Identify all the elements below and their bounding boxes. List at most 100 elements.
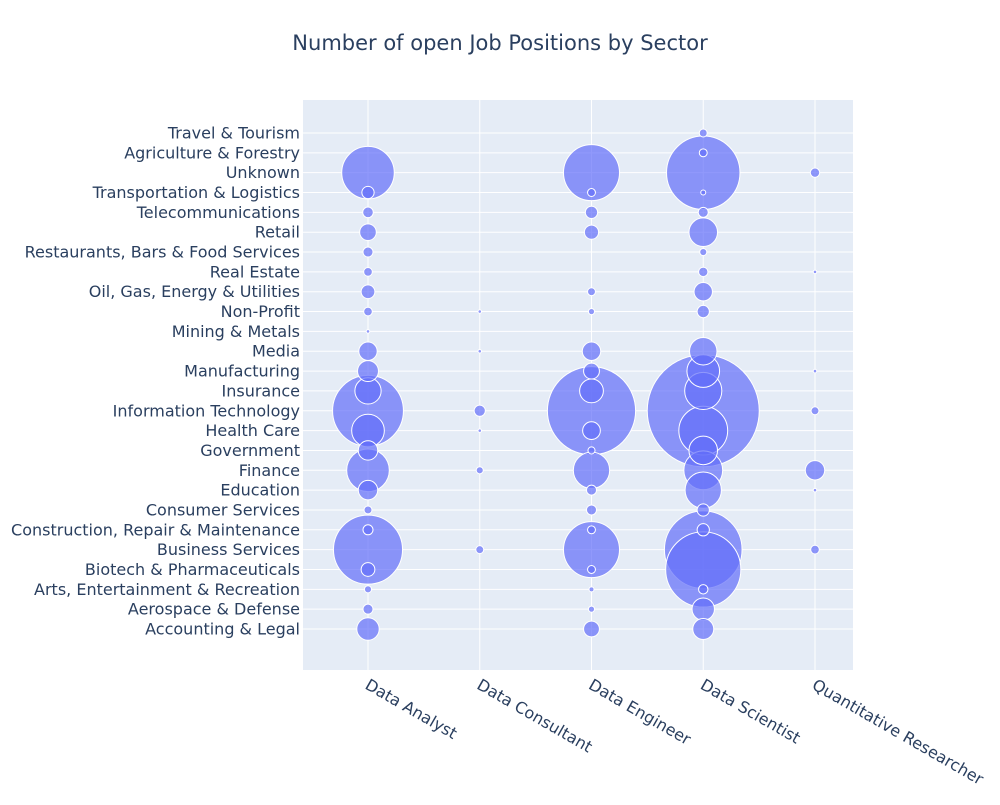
- y-tick-label: Accounting & Legal: [145, 620, 300, 639]
- bubble-point[interactable]: [698, 266, 709, 278]
- bubble-point[interactable]: [698, 148, 708, 158]
- bubble-point[interactable]: [692, 618, 715, 640]
- y-tick-label: Finance: [239, 461, 300, 480]
- bubble-point[interactable]: [583, 362, 600, 380]
- bubble-point[interactable]: [688, 217, 719, 247]
- bubble-point[interactable]: [587, 188, 596, 197]
- y-tick-label: Information Technology: [113, 401, 300, 420]
- chart-title: Number of open Job Positions by Sector: [292, 31, 708, 55]
- bubble-point[interactable]: [588, 586, 595, 593]
- bubble-point[interactable]: [358, 341, 378, 361]
- bubble-point[interactable]: [579, 378, 604, 404]
- y-tick-label: Agriculture & Forestry: [124, 143, 300, 162]
- bubble-point[interactable]: [363, 585, 373, 594]
- bubble-point[interactable]: [362, 603, 374, 615]
- y-tick-label: Biotech & Pharmaceuticals: [85, 560, 300, 579]
- bubble-point[interactable]: [563, 521, 620, 579]
- y-tick-label: Restaurants, Bars & Food Services: [25, 243, 300, 262]
- bubble-point[interactable]: [356, 617, 380, 641]
- bubble-point[interactable]: [359, 223, 377, 242]
- bubble-point[interactable]: [357, 479, 379, 501]
- bubble-point[interactable]: [587, 446, 596, 455]
- bubble-point[interactable]: [691, 597, 715, 621]
- bubble-point[interactable]: [698, 128, 708, 138]
- y-tick-label: Business Services: [157, 540, 300, 559]
- bubble-point[interactable]: [362, 524, 374, 536]
- bubble-point[interactable]: [475, 466, 484, 475]
- bubble-point[interactable]: [804, 460, 826, 481]
- bubble-point[interactable]: [365, 329, 371, 334]
- y-tick-label: Unknown: [226, 163, 300, 182]
- y-tick-label: Oil, Gas, Energy & Utilities: [89, 282, 300, 301]
- bubble-point[interactable]: [587, 307, 596, 316]
- bubble-point[interactable]: [360, 562, 376, 577]
- bubble-point[interactable]: [473, 404, 486, 417]
- bubble-point[interactable]: [810, 406, 820, 416]
- bubble-point[interactable]: [583, 620, 600, 638]
- bubble-point[interactable]: [332, 514, 404, 585]
- bubble-point[interactable]: [809, 167, 821, 178]
- bubble-point[interactable]: [684, 471, 722, 509]
- bubble-point[interactable]: [363, 505, 373, 515]
- bubble-point[interactable]: [696, 304, 710, 319]
- y-tick-label: Consumer Services: [146, 500, 300, 519]
- bubble-point[interactable]: [357, 440, 379, 461]
- bubble-point[interactable]: [583, 224, 600, 240]
- bubble-point[interactable]: [585, 484, 598, 496]
- bubble-point[interactable]: [585, 504, 598, 516]
- bubble-point[interactable]: [363, 306, 373, 317]
- bubble-point[interactable]: [697, 206, 709, 218]
- bubble-point[interactable]: [587, 565, 596, 574]
- bubble-point[interactable]: [581, 341, 602, 361]
- bubble-point[interactable]: [666, 135, 741, 210]
- bubble-point[interactable]: [357, 360, 379, 383]
- bubble-point[interactable]: [689, 337, 718, 366]
- y-tick-label: Insurance: [222, 381, 301, 400]
- bubble-point[interactable]: [665, 531, 742, 608]
- y-tick-label: Retail: [255, 223, 300, 242]
- bubble-point[interactable]: [563, 144, 620, 202]
- bubble-point[interactable]: [362, 206, 374, 219]
- bubble-point[interactable]: [477, 348, 483, 354]
- bubble-point[interactable]: [699, 248, 708, 257]
- y-tick-label: Travel & Tourism: [167, 124, 300, 143]
- y-tick-label: Non-Profit: [221, 302, 300, 321]
- bubble-point[interactable]: [696, 503, 710, 517]
- bubble-point[interactable]: [572, 451, 611, 489]
- bubble-point[interactable]: [477, 428, 483, 433]
- x-tick-label: Data Consultant: [474, 675, 596, 756]
- bubble-point[interactable]: [688, 435, 719, 466]
- bubble-point[interactable]: [810, 544, 820, 555]
- y-tick-label: Government: [200, 441, 300, 460]
- y-tick-label: Real Estate: [210, 262, 300, 281]
- bubble-point[interactable]: [812, 269, 818, 275]
- bubble-point[interactable]: [693, 282, 713, 302]
- y-tick-label: Construction, Repair & Maintenance: [11, 520, 300, 539]
- bubble-point[interactable]: [698, 584, 709, 595]
- bubble-point[interactable]: [360, 284, 376, 300]
- bubble-point[interactable]: [587, 287, 596, 297]
- bubble-point[interactable]: [812, 487, 818, 493]
- y-tick-label: Health Care: [205, 421, 300, 440]
- bubble-point[interactable]: [584, 205, 599, 219]
- bubble-point[interactable]: [363, 267, 373, 277]
- y-tick-label: Education: [220, 481, 300, 500]
- y-tick-label: Mining & Metals: [172, 322, 300, 341]
- bubble-point[interactable]: [700, 189, 707, 196]
- x-tick-label: Data Engineer: [586, 675, 695, 749]
- y-tick-label: Transportation & Logistics: [92, 183, 300, 202]
- bubble-point[interactable]: [362, 246, 374, 258]
- bubble-point[interactable]: [475, 545, 485, 555]
- bubble-point[interactable]: [477, 309, 483, 314]
- bubble-point[interactable]: [696, 523, 710, 537]
- bubble-point[interactable]: [582, 421, 601, 440]
- bubble-point[interactable]: [587, 525, 596, 535]
- bubble-point[interactable]: [361, 185, 375, 200]
- bubble-point[interactable]: [812, 368, 818, 374]
- bubble-point[interactable]: [587, 605, 596, 613]
- x-tick-label: Quantitative Researcher: [809, 675, 987, 789]
- y-tick-label: Aerospace & Defense: [128, 600, 300, 619]
- x-tick-label: Data Scientist: [697, 675, 803, 747]
